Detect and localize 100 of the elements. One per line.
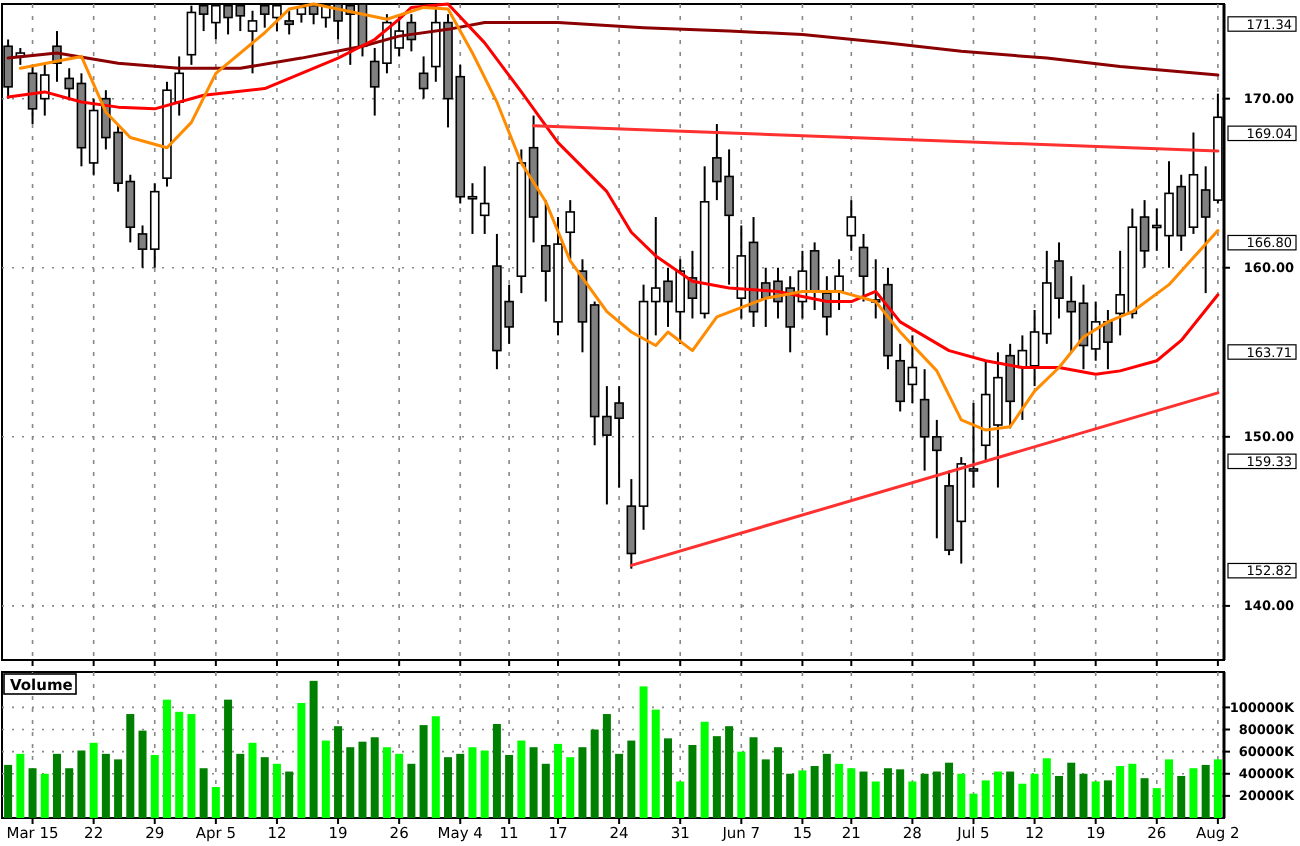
bar [1067,762,1076,818]
bar [688,745,697,818]
bar [1116,766,1125,818]
bar [590,729,599,818]
bar [700,721,709,818]
bar [126,714,135,818]
bar [1055,775,1064,818]
bar [896,769,905,818]
bar [932,771,941,818]
bar [1091,781,1100,818]
bar [101,753,110,818]
bar [798,770,807,818]
bar [175,711,184,818]
bar [786,773,795,818]
bar [370,737,379,818]
bar [1128,763,1137,818]
bar [224,699,233,818]
bar [431,716,440,818]
bar [346,747,355,818]
bar [395,753,404,818]
bar [358,741,367,818]
bar [725,726,734,818]
candlestick [858,232,869,303]
bar [52,753,61,818]
bar [236,753,245,818]
bar [248,742,257,818]
bar [89,742,98,818]
bar [871,781,880,818]
bar [957,773,966,818]
bar [810,766,819,818]
bar [529,747,538,818]
bar [297,702,306,818]
bar [883,768,892,818]
bar [260,757,269,818]
bar [578,747,587,818]
bar [40,773,49,818]
bar [1165,759,1174,818]
bar [663,738,672,818]
candlestick [284,9,294,36]
bar [321,740,330,818]
bar [517,740,526,818]
bar [444,757,453,818]
bar [456,753,465,818]
bar [920,773,929,818]
bar [199,768,208,818]
bar [981,780,990,818]
bar [859,771,868,818]
bar [16,753,25,818]
bar [65,768,74,818]
bar [1201,764,1210,818]
bar [1152,788,1161,818]
bar [1030,773,1039,818]
bar [737,751,746,818]
bar [1042,758,1051,818]
bar [566,757,575,818]
candlestick [834,258,844,312]
bar [993,771,1002,818]
bar [969,793,978,818]
bar [773,747,782,818]
bar [615,753,624,818]
bar [749,737,758,818]
candlestick [565,199,576,261]
bar [554,743,563,818]
bar [1079,773,1088,818]
bar [1140,778,1149,818]
bar [419,725,428,818]
bar [1213,759,1222,818]
bar [309,680,318,818]
bar [162,699,171,818]
bar [407,763,416,818]
bar [187,714,196,818]
bar [761,759,770,818]
bar [627,740,636,818]
bar [28,768,37,818]
bar [150,754,159,818]
bar [639,686,648,818]
candlestick [846,199,857,252]
candlestick [479,165,490,235]
bar [272,763,281,818]
bar [77,750,86,818]
bar [1006,771,1015,818]
candlestick [247,9,258,75]
bar [4,764,13,818]
bar [468,747,477,818]
bar [1177,775,1186,818]
bar [1018,783,1027,818]
bar [1189,768,1198,818]
bar [285,771,294,818]
bar [480,750,489,818]
bar [835,763,844,818]
bar [602,714,611,818]
bar [822,753,831,818]
bar [1103,780,1112,818]
bar [334,726,343,818]
bar [712,736,721,818]
bar [138,730,147,818]
bar [114,759,123,818]
bar [651,709,660,818]
bar [505,754,514,818]
bar [492,723,501,818]
